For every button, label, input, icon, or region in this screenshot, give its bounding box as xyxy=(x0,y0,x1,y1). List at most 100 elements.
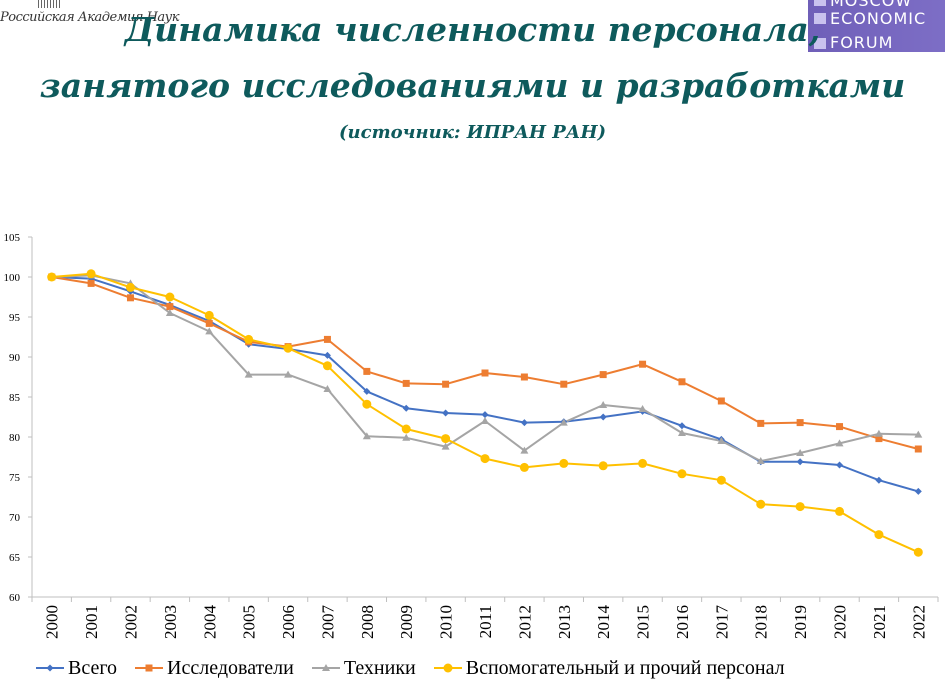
logo-square-icon xyxy=(814,38,826,49)
data-point-2 xyxy=(165,309,174,316)
logo-square-icon xyxy=(814,13,826,24)
x-tick-label: 2006 xyxy=(279,605,298,639)
data-point-2 xyxy=(559,418,568,426)
legend-swatch-icon xyxy=(311,664,340,671)
data-point-3 xyxy=(165,292,175,302)
x-tick-label: 2008 xyxy=(358,605,377,639)
data-point-2 xyxy=(677,429,686,436)
data-point-1 xyxy=(914,445,922,453)
ras-seal-icon xyxy=(38,0,60,8)
x-tick-label: 2007 xyxy=(318,605,337,640)
data-point-0 xyxy=(481,411,489,419)
legend-item: Вспомогательный и прочий персонал xyxy=(433,656,785,680)
data-point-3 xyxy=(362,399,372,409)
data-point-1 xyxy=(875,435,883,443)
data-point-0 xyxy=(363,387,371,395)
data-point-0 xyxy=(678,422,686,430)
ras-logo-text: Российская Академия Наук xyxy=(0,10,180,25)
data-point-3 xyxy=(874,530,884,540)
data-point-3 xyxy=(598,461,608,471)
data-point-2 xyxy=(284,370,293,378)
page-title-line-2: занятого исследованиями и разработками xyxy=(39,66,906,105)
data-point-3 xyxy=(559,458,569,468)
data-point-2 xyxy=(874,429,883,437)
data-point-1 xyxy=(560,380,568,388)
logo-line-1: MOSCOW xyxy=(830,0,913,10)
x-tick-label: 2009 xyxy=(397,605,416,639)
data-point-1 xyxy=(481,369,489,377)
data-point-3 xyxy=(756,499,766,509)
data-point-2 xyxy=(362,432,371,440)
data-point-2 xyxy=(835,439,844,447)
x-tick-label: 2015 xyxy=(634,605,653,639)
data-point-2 xyxy=(796,449,805,456)
y-tick-label: 90 xyxy=(9,352,21,364)
y-tick-label: 80 xyxy=(9,432,21,444)
data-point-2 xyxy=(599,401,608,408)
x-tick-label: 2000 xyxy=(43,605,62,639)
logo-line-2: ECONOMIC xyxy=(830,9,927,28)
data-point-3 xyxy=(125,282,135,292)
legend-label: Всего xyxy=(68,656,118,679)
data-point-2 xyxy=(402,433,411,441)
x-tick-label: 2005 xyxy=(240,605,259,639)
legend-item: Всего xyxy=(36,657,117,680)
data-point-2 xyxy=(717,437,726,444)
data-point-1 xyxy=(205,319,213,327)
data-point-3 xyxy=(244,334,254,344)
data-point-3 xyxy=(441,434,451,444)
legend-label: Вспомогательный и прочий персонал xyxy=(465,656,785,679)
data-point-1 xyxy=(717,397,725,405)
moscow-economic-forum-logo: MOSCOW ECONOMIC FORUM xyxy=(808,0,945,52)
data-point-3 xyxy=(47,272,57,282)
data-point-0 xyxy=(520,419,528,427)
data-point-1 xyxy=(757,419,765,427)
data-point-0 xyxy=(599,413,607,421)
y-tick-label: 60 xyxy=(9,592,21,604)
data-point-3 xyxy=(480,454,490,464)
data-point-3 xyxy=(716,475,726,485)
x-tick-label: 2018 xyxy=(752,605,771,639)
x-tick-label: 2022 xyxy=(909,605,928,639)
page-title-line-1: Динамика численности персонала, xyxy=(124,10,821,49)
legend-swatch-icon xyxy=(433,663,462,673)
data-point-3 xyxy=(913,547,923,557)
legend-label: Техники xyxy=(343,656,416,679)
data-point-1 xyxy=(836,423,844,431)
data-point-1 xyxy=(166,303,174,311)
logo-square-icon xyxy=(814,0,826,6)
data-point-0 xyxy=(836,461,844,469)
data-point-1 xyxy=(402,379,410,387)
data-point-0 xyxy=(442,409,450,417)
data-point-3 xyxy=(322,361,332,371)
data-point-1 xyxy=(678,378,686,386)
x-tick-label: 2019 xyxy=(791,605,810,639)
legend-swatch-icon xyxy=(135,664,164,672)
data-point-3 xyxy=(283,343,293,353)
page-subtitle: (источник: ИПРАН РАН) xyxy=(339,122,606,143)
y-tick-label: 100 xyxy=(4,272,21,284)
data-point-3 xyxy=(401,424,411,434)
x-tick-label: 2002 xyxy=(121,605,140,639)
data-point-2 xyxy=(244,370,253,378)
data-point-3 xyxy=(795,502,805,512)
y-tick-label: 95 xyxy=(9,312,21,324)
x-tick-label: 2014 xyxy=(594,605,613,640)
data-point-3 xyxy=(638,458,648,468)
data-point-2 xyxy=(914,430,923,438)
data-point-1 xyxy=(796,419,804,427)
data-point-3 xyxy=(519,462,529,472)
data-point-3 xyxy=(677,469,687,479)
y-tick-label: 105 xyxy=(4,232,21,244)
data-point-2 xyxy=(756,457,765,464)
chart-legend: Всего Исследователи Техники Вспомогательный… xyxy=(36,656,803,680)
x-tick-label: 2013 xyxy=(555,605,574,639)
data-point-2 xyxy=(441,442,450,450)
data-point-2 xyxy=(638,405,647,412)
ras-logo: Российская Академия Наук xyxy=(0,0,180,42)
y-tick-label: 85 xyxy=(9,392,21,404)
data-point-0 xyxy=(875,476,883,484)
data-point-0 xyxy=(402,404,410,412)
data-point-2 xyxy=(323,385,332,392)
